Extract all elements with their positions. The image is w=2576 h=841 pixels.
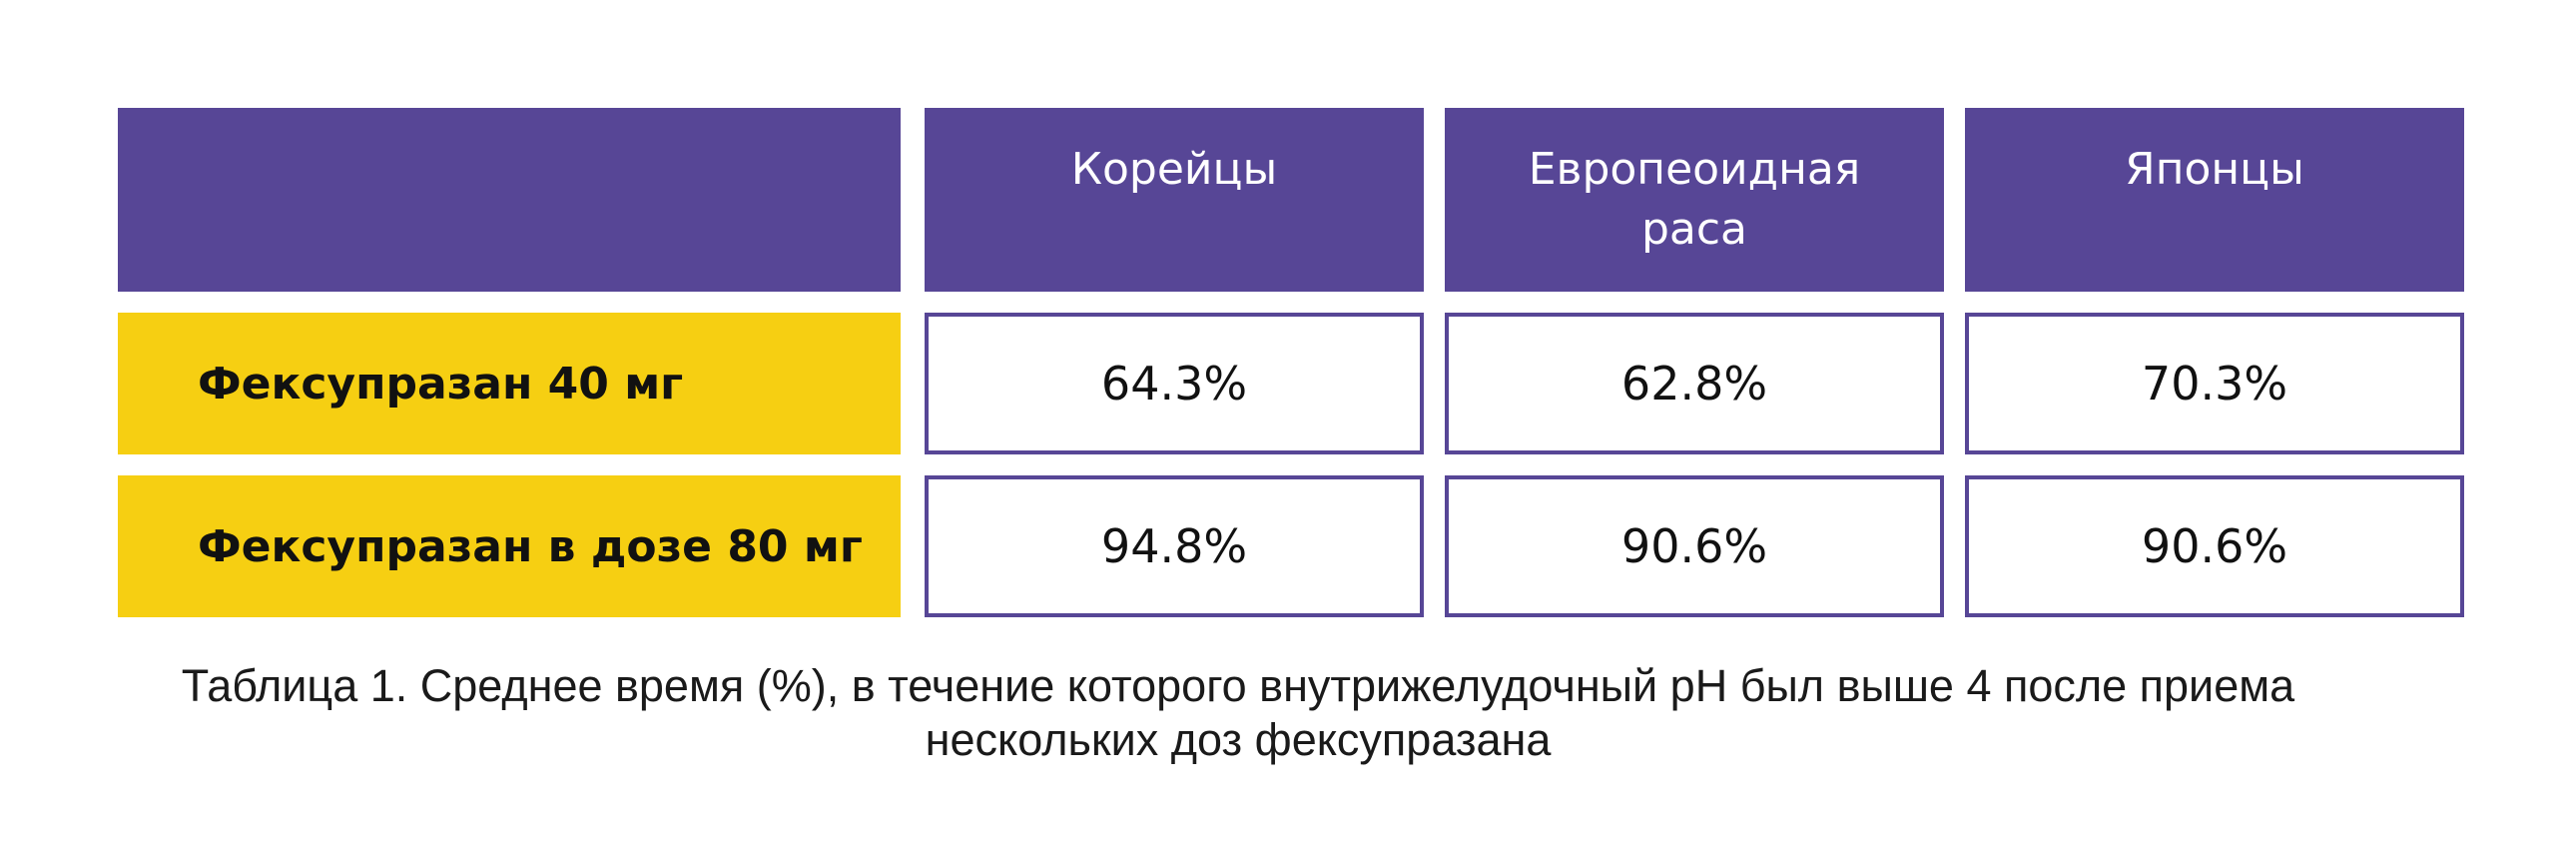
row-label-40mg: Фексупразан 40 мг bbox=[118, 313, 901, 454]
table-cell: 64.3% bbox=[925, 313, 1424, 454]
header-empty-cell bbox=[118, 108, 901, 292]
row-label-text: Фексупразан в дозе 80 мг bbox=[198, 520, 863, 572]
column-header-japanese: Японцы bbox=[1965, 108, 2464, 292]
cell-value: 90.6% bbox=[2141, 519, 2288, 573]
table-cell: 62.8% bbox=[1445, 313, 1944, 454]
cell-value: 70.3% bbox=[2141, 357, 2288, 411]
cell-value: 94.8% bbox=[1100, 519, 1248, 573]
row-label-80mg: Фексупразан в дозе 80 мг bbox=[118, 475, 901, 617]
column-header-label: Европеоидная раса bbox=[1528, 144, 1861, 255]
cell-value: 64.3% bbox=[1100, 357, 1248, 411]
table-caption: Таблица 1. Среднее время (%), в течение … bbox=[100, 659, 2376, 767]
caption-line-1: Таблица 1. Среднее время (%), в течение … bbox=[181, 660, 2295, 711]
cell-value: 90.6% bbox=[1620, 519, 1768, 573]
column-header-koreans: Корейцы bbox=[925, 108, 1424, 292]
column-header-label: Корейцы bbox=[1070, 144, 1278, 195]
cell-value: 62.8% bbox=[1620, 357, 1768, 411]
caption-line-2: нескольких доз фексупразана bbox=[925, 714, 1552, 765]
table-cell: 94.8% bbox=[925, 475, 1424, 617]
column-header-label: Японцы bbox=[2125, 144, 2304, 195]
table-cell: 90.6% bbox=[1965, 475, 2464, 617]
table-cell: 70.3% bbox=[1965, 313, 2464, 454]
table-cell: 90.6% bbox=[1445, 475, 1944, 617]
column-header-caucasians: Европеоидная раса bbox=[1445, 108, 1944, 292]
row-label-text: Фексупразан 40 мг bbox=[198, 358, 684, 410]
